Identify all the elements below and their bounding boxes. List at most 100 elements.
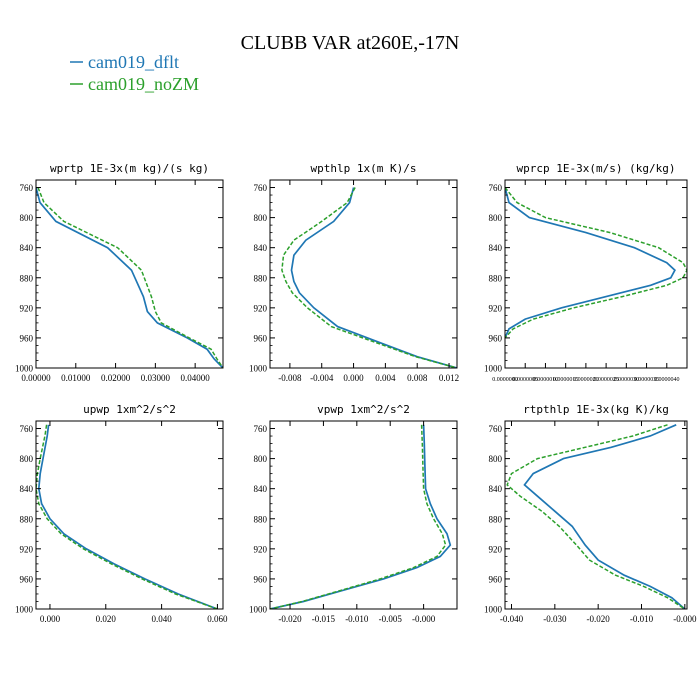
- y-tick-label: 1000: [249, 605, 268, 615]
- x-tick-label: 0.0000010: [533, 377, 559, 383]
- x-tick-label: -0.010: [630, 614, 654, 624]
- plot-frame: [35, 420, 224, 610]
- y-tick-label: 920: [254, 544, 268, 554]
- y-tick-label: 920: [20, 303, 34, 313]
- x-tick-label: -0.000: [673, 614, 697, 624]
- panel-1: wprtp 1E-3x(m kg)/(s kg) 760 800 840 880 920 9…: [15, 162, 224, 383]
- x-tick-label: 0.0000005: [512, 377, 538, 383]
- x-tick-label: -0.030: [543, 614, 567, 624]
- y-tick-label: 920: [20, 544, 34, 554]
- x-tick-label: 0.000: [40, 614, 61, 624]
- y-tick-label: 1000: [249, 364, 268, 374]
- series-group: [505, 187, 687, 339]
- x-tick-label: 0.000: [343, 373, 364, 383]
- plot-frame: [504, 420, 688, 610]
- plot-frame: [269, 420, 458, 610]
- series-group: [506, 424, 686, 609]
- y-tick-label: 840: [489, 243, 503, 253]
- series-line-nozm: [281, 187, 457, 368]
- series-line-nozm: [505, 187, 687, 339]
- y-tick-label: 1000: [15, 605, 34, 615]
- plot-frame: [504, 179, 688, 369]
- y-tick-label: 800: [254, 454, 268, 464]
- y-tick-label: 760: [20, 424, 34, 434]
- series-line-dflt: [523, 424, 686, 609]
- x-tick-label: -0.004: [310, 373, 334, 383]
- y-tick-label: 960: [254, 333, 268, 343]
- x-tick-label: -0.008: [278, 373, 302, 383]
- series-line-nozm: [37, 187, 223, 368]
- y-tick-label: 1000: [484, 364, 503, 374]
- x-tick-label: -0.040: [500, 614, 524, 624]
- x-tick-label: 0.004: [375, 373, 396, 383]
- series-group: [36, 424, 218, 609]
- x-tick-label: 0.0000020: [573, 377, 599, 383]
- y-tick-label: 760: [254, 424, 268, 434]
- x-tick-label: 0.060: [207, 614, 228, 624]
- y-tick-label: 960: [254, 574, 268, 584]
- x-tick-label: 0.0000025: [593, 377, 619, 383]
- series-group: [281, 187, 457, 368]
- y-tick-label: 800: [489, 454, 503, 464]
- y-tick-label: 800: [489, 213, 503, 223]
- panel-6: rtpthlp 1E-3x(kg K)/kg 760 800 840 880 920 960…: [484, 403, 697, 624]
- series-line-nozm: [506, 424, 686, 609]
- panel-4: upwp 1xm^2/s^2 760 800 840 880 920 960 1000 0.00…: [15, 403, 228, 624]
- figure-title: CLUBB VAR at260E,-17N: [241, 32, 460, 54]
- y-tick-label: 840: [254, 243, 268, 253]
- y-tick-label: 960: [489, 574, 503, 584]
- x-tick-label: 0.0000040: [654, 377, 680, 383]
- y-tick-label: 1000: [15, 364, 34, 374]
- y-tick-label: 840: [489, 484, 503, 494]
- y-tick-label: 880: [489, 514, 503, 524]
- panel-title: upwp 1xm^2/s^2: [83, 403, 176, 416]
- y-tick-label: 760: [20, 183, 34, 193]
- y-tick-label: 960: [20, 333, 34, 343]
- y-tick-label: 880: [254, 273, 268, 283]
- x-tick-label: 0.020: [96, 614, 117, 624]
- legend-label-dflt: cam019_dflt: [88, 52, 179, 72]
- panel-3: wprcp 1E-3x(m/s) (kg/kg) 760 800 840 880 920 9…: [484, 162, 688, 383]
- y-tick-label: 800: [20, 213, 34, 223]
- legend-item-dflt: cam019_dflt: [70, 52, 179, 72]
- x-tick-label: 0.0000015: [553, 377, 579, 383]
- series-line-nozm: [36, 424, 218, 609]
- panel-5: vpwp 1xm^2/s^2 760 800 840 880 920 960 1000 -0.0…: [249, 403, 458, 624]
- x-tick-label: -0.020: [587, 614, 611, 624]
- y-tick-label: 880: [20, 273, 34, 283]
- x-tick-label: -0.000: [412, 614, 436, 624]
- x-tick-label: 0.012: [439, 373, 459, 383]
- panels: wprtp 1E-3x(m kg)/(s kg) 760 800 840 880 920 9…: [15, 162, 697, 624]
- legend-item-nozm: cam019_noZM: [70, 74, 199, 94]
- x-tick-label: 0.0000000: [492, 377, 518, 383]
- y-tick-label: 840: [254, 484, 268, 494]
- plot-frame: [35, 179, 224, 369]
- x-tick-label: 0.008: [407, 373, 428, 383]
- y-tick-label: 880: [20, 514, 34, 524]
- y-tick-label: 880: [489, 273, 503, 283]
- x-tick-label: 0.03000: [141, 373, 171, 383]
- y-tick-label: 800: [254, 213, 268, 223]
- series-line-dflt: [37, 424, 218, 609]
- x-tick-label: 0.040: [151, 614, 172, 624]
- x-tick-label: -0.020: [278, 614, 302, 624]
- y-tick-label: 960: [20, 574, 34, 584]
- y-tick-label: 800: [20, 454, 34, 464]
- panel-title: wprtp 1E-3x(m kg)/(s kg): [50, 162, 209, 175]
- x-tick-label: 0.00000: [21, 373, 51, 383]
- y-tick-label: 920: [489, 303, 503, 313]
- plot-frame: [269, 179, 458, 369]
- y-tick-label: 840: [20, 484, 34, 494]
- x-tick-label: -0.005: [379, 614, 403, 624]
- series-line-dflt: [290, 187, 457, 368]
- series-line-dflt: [36, 187, 223, 368]
- panel-2: wpthlp 1x(m K)/s 760 800 840 880 920 960 1000 -0…: [249, 162, 459, 383]
- y-tick-label: 880: [254, 514, 268, 524]
- legend-label-nozm: cam019_noZM: [88, 74, 199, 94]
- x-tick-label: 0.04000: [181, 373, 211, 383]
- y-tick-label: 840: [20, 243, 34, 253]
- x-tick-label: 0.01000: [61, 373, 91, 383]
- series-group: [270, 424, 452, 609]
- y-tick-label: 760: [489, 183, 503, 193]
